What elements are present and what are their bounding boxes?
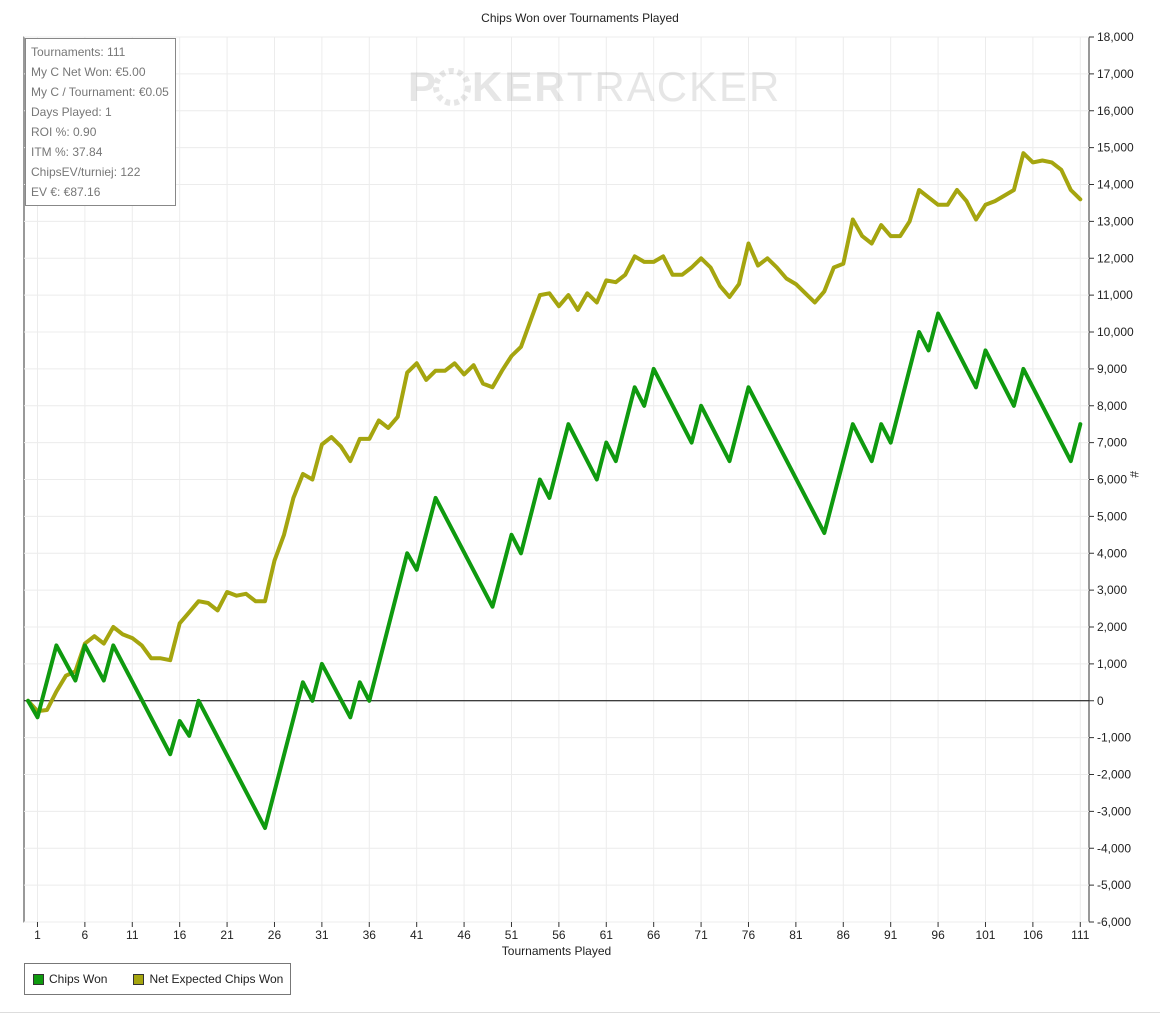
x-tick-label: 81 <box>789 928 803 942</box>
x-tick-label: 41 <box>410 928 424 942</box>
x-tick-label: 101 <box>975 928 995 942</box>
legend-item-net-expected[interactable]: Net Expected Chips Won <box>133 972 283 986</box>
legend: Chips Won Net Expected Chips Won <box>24 963 291 995</box>
footer-divider <box>0 1012 1160 1013</box>
y-tick-label: 18,000 <box>1097 30 1134 44</box>
y-tick-label: 17,000 <box>1097 67 1134 81</box>
x-tick-label: 21 <box>220 928 234 942</box>
x-tick-label: 76 <box>742 928 756 942</box>
x-tick-label: 86 <box>837 928 851 942</box>
y-tick-label: -4,000 <box>1097 841 1131 855</box>
x-axis-ticks: 1 6 11 16 21 26 31 36 41 46 51 56 61 66 71 76 81 86 91 96 10… <box>34 922 1090 942</box>
x-tick-label: 26 <box>268 928 282 942</box>
x-tick-label: 96 <box>931 928 945 942</box>
y-tick-label: -1,000 <box>1097 731 1131 745</box>
x-tick-label: 46 <box>457 928 471 942</box>
legend-swatch-chips-won <box>33 973 44 985</box>
stat-itm: ITM %: 37.84 <box>31 145 103 159</box>
y-tick-label: 3,000 <box>1097 583 1127 597</box>
series-lines <box>26 151 1083 830</box>
x-tick-label: 111 <box>1071 928 1090 942</box>
x-tick-label: 66 <box>647 928 661 942</box>
stat-ev: EV €: €87.16 <box>31 185 101 199</box>
y-tick-label: 2,000 <box>1097 620 1127 634</box>
y-tick-label: 16,000 <box>1097 104 1134 118</box>
x-tick-label: 61 <box>600 928 614 942</box>
stat-net-won: My C Net Won: €5.00 <box>31 65 146 79</box>
y-tick-label: 10,000 <box>1097 325 1134 339</box>
stat-per-tournament: My C / Tournament: €0.05 <box>31 85 169 99</box>
y-tick-label: 9,000 <box>1097 362 1127 376</box>
y-tick-label: 15,000 <box>1097 141 1134 155</box>
y-tick-label: 8,000 <box>1097 399 1127 413</box>
x-tick-label: 91 <box>884 928 898 942</box>
x-tick-label: 6 <box>82 928 89 942</box>
y-tick-label: 13,000 <box>1097 214 1134 228</box>
legend-label: Net Expected Chips Won <box>149 972 284 986</box>
y-tick-label: 7,000 <box>1097 436 1127 450</box>
legend-item-chips-won[interactable]: Chips Won <box>33 972 107 986</box>
stat-tournaments: Tournaments: 111 <box>31 45 126 59</box>
y-tick-label: 0 <box>1097 694 1104 708</box>
legend-label: Chips Won <box>49 972 108 986</box>
y-tick-label: 6,000 <box>1097 473 1127 487</box>
x-tick-label: 71 <box>694 928 708 942</box>
x-tick-label: 1 <box>34 928 41 942</box>
stat-chipsev: ChipsEV/turniej: 122 <box>31 165 141 179</box>
y-axis-ticks: 18,000 17,000 16,000 15,000 14,000 13,000 12,0… <box>1089 30 1134 929</box>
series-line-net-expected-chips-won <box>26 151 1083 714</box>
y-tick-label: -2,000 <box>1097 768 1131 782</box>
stats-box: Tournaments: 111 My C Net Won: €5.00 My … <box>25 38 176 206</box>
stat-days-played: Days Played: 1 <box>31 105 112 119</box>
watermark-text: P KERTRACKER <box>408 63 781 110</box>
x-axis-label: Tournaments Played <box>501 944 612 958</box>
x-tick-label: 11 <box>126 928 139 942</box>
y-tick-label: 5,000 <box>1097 509 1127 523</box>
x-tick-label: 106 <box>1023 928 1043 942</box>
y-tick-label: 14,000 <box>1097 178 1134 192</box>
series-line-chips-won <box>26 311 1083 830</box>
chart-title: Chips Won over Tournaments Played <box>481 11 679 25</box>
x-tick-label: 36 <box>363 928 377 942</box>
x-tick-label: 51 <box>505 928 519 942</box>
pokertracker-watermark: P KERTRACKER <box>408 63 781 110</box>
y-tick-label: 11,000 <box>1097 288 1133 302</box>
legend-swatch-net-expected <box>133 973 145 985</box>
poker-chip-icon <box>433 68 471 106</box>
x-tick-label: 31 <box>315 928 329 942</box>
stat-roi: ROI %: 0.90 <box>31 125 97 139</box>
x-tick-label: 16 <box>173 928 187 942</box>
y-tick-label: 1,000 <box>1097 657 1127 671</box>
y-tick-label: -6,000 <box>1097 915 1131 929</box>
y-tick-label: -5,000 <box>1097 878 1131 892</box>
x-tick-label: 56 <box>552 928 566 942</box>
y-axis-label: # <box>1127 471 1141 478</box>
y-tick-label: 4,000 <box>1097 546 1127 560</box>
y-tick-label: -3,000 <box>1097 804 1131 818</box>
y-tick-label: 12,000 <box>1097 251 1134 265</box>
